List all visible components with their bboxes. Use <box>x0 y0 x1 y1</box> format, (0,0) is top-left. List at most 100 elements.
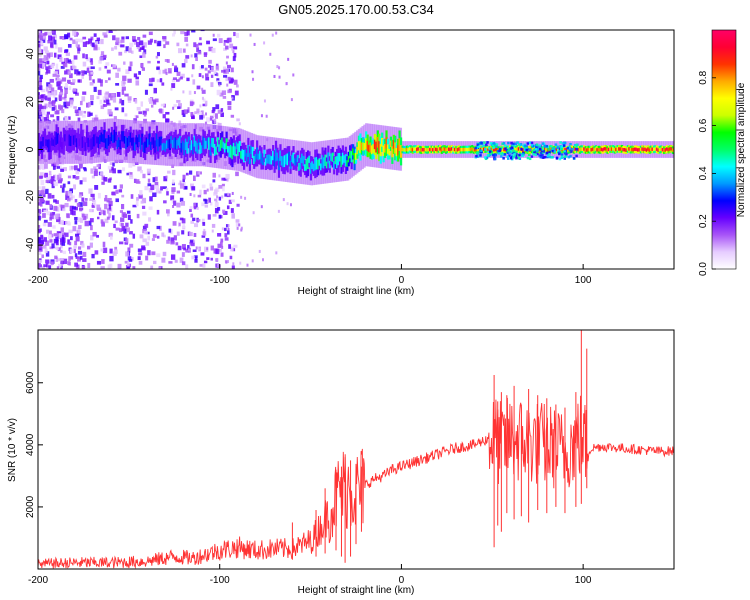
spectrogram-cell <box>202 103 207 107</box>
spectrogram-cell <box>514 142 518 145</box>
spectrogram-cell <box>327 152 330 164</box>
spectrogram-cell <box>405 147 408 152</box>
spectrogram-cell <box>211 47 216 53</box>
spectrogram-cell <box>449 147 452 152</box>
spectrogram-cell <box>628 147 631 151</box>
spectrogram-cell <box>186 141 189 154</box>
spectrogram-cell <box>107 264 111 269</box>
spectrogram-cell <box>120 203 125 210</box>
spectrogram-cell <box>52 225 56 229</box>
spectrogram-cell <box>38 263 40 269</box>
spectrogram-cell <box>39 105 43 109</box>
spectrogram-cell <box>220 108 224 112</box>
spectrogram-cell <box>154 184 159 189</box>
spectrogram-cell <box>154 140 157 153</box>
spectrogram-cell <box>171 79 176 83</box>
spectrogram-cell <box>170 87 173 91</box>
spectrogram-cell <box>176 210 181 215</box>
spectrogram-cell <box>503 153 507 156</box>
spectrogram-cell <box>668 147 672 151</box>
spectrogram-cell <box>181 63 186 68</box>
spectrogram-cell <box>135 80 140 86</box>
spectrogram-cell <box>178 120 182 126</box>
spectrogram-cell <box>72 210 76 216</box>
spectrogram-cell <box>165 175 168 179</box>
spectrogram-cell <box>103 177 108 182</box>
spectrogram-cell <box>102 247 108 254</box>
spectrogram-cell <box>216 89 221 96</box>
spectrogram-cell <box>224 227 227 232</box>
spectrogram-cell <box>333 161 336 170</box>
spectrogram-cell <box>139 40 144 46</box>
spectrogram-cell <box>356 146 359 155</box>
spectrogram-cell <box>146 168 151 174</box>
spectrogram-cell <box>109 248 113 254</box>
spectrogram-cell <box>88 139 92 147</box>
spectrogram-cell <box>205 76 210 81</box>
spectrogram-cell <box>208 46 213 52</box>
spectrogram-cell <box>72 135 76 145</box>
spectrogram-cell <box>208 59 212 64</box>
spectrogram-cell <box>65 194 70 200</box>
spectrogram-cell <box>161 82 165 86</box>
spectrogram-cell <box>58 204 63 207</box>
spectrogram-cell <box>227 224 230 228</box>
spectrogram-cell <box>645 148 648 152</box>
spectrogram-cell <box>216 78 220 82</box>
spectrogram-cell <box>486 154 490 157</box>
spectrogram-cell <box>493 156 496 159</box>
spectrogram-cell <box>170 240 175 245</box>
spectrogram-cell <box>594 147 597 151</box>
spectrogram-cell <box>45 180 50 184</box>
spectrogram-cell <box>189 192 192 196</box>
spectrogram-cell <box>144 89 148 95</box>
spectrogram-cell <box>184 138 188 151</box>
spectrogram-cell <box>565 148 568 152</box>
spectrogram-cell <box>77 47 81 52</box>
spectrogram-cell <box>45 56 49 61</box>
spectrogram-cell <box>258 249 261 253</box>
spectrogram-cell <box>145 255 149 261</box>
spectrogram-cell <box>365 138 368 150</box>
spectrogram-cell <box>257 153 260 161</box>
spectrogram-cell <box>195 140 198 152</box>
spectrogram-cell <box>40 141 44 153</box>
spectrogram-cell <box>208 64 212 68</box>
spectrogram-cell <box>549 147 552 151</box>
spectrogram-cell <box>132 39 137 43</box>
spectrogram-cell <box>106 69 111 74</box>
spectrogram-cell <box>103 54 107 58</box>
spectrogram-cell <box>89 112 93 116</box>
spectrogram-cell <box>173 200 177 206</box>
spectrogram-cell <box>40 189 45 196</box>
spectrogram-cell <box>158 190 162 194</box>
spectrogram-cell <box>58 105 61 110</box>
spectrogram-cell <box>193 91 196 95</box>
spectrogram-cell <box>217 243 222 248</box>
spectrogram-cell <box>240 195 243 199</box>
spectrogram-cell <box>112 97 117 103</box>
spectrogram-cell <box>494 147 497 152</box>
spectrogram-cell <box>185 43 189 47</box>
spectrogram-cell <box>330 153 333 161</box>
spectrogram-cell <box>475 154 478 158</box>
spectrogram-cell <box>181 261 186 266</box>
spectrogram-cell <box>508 154 511 157</box>
spectrogram-cell <box>183 142 186 156</box>
spectrogram-cell <box>175 79 180 82</box>
spectrogram-cell <box>177 48 183 54</box>
spectrogram-cell <box>227 89 232 94</box>
spectrogram-cell <box>112 134 115 143</box>
spectrogram-cell <box>54 43 58 49</box>
spectrogram-cell <box>61 77 67 82</box>
spectrogram-cell <box>408 147 411 151</box>
spectrogram-cell <box>195 57 198 62</box>
spectrogram-cell <box>217 109 222 114</box>
spectrogram-cell <box>93 45 98 51</box>
spectrogram-cell <box>171 164 175 169</box>
spectrogram-cell <box>202 136 205 148</box>
spectrogram-cell <box>56 247 59 251</box>
spectrogram-cell <box>569 142 572 146</box>
spectrogram-cell <box>229 246 234 252</box>
spectrogram-cell <box>235 219 240 223</box>
